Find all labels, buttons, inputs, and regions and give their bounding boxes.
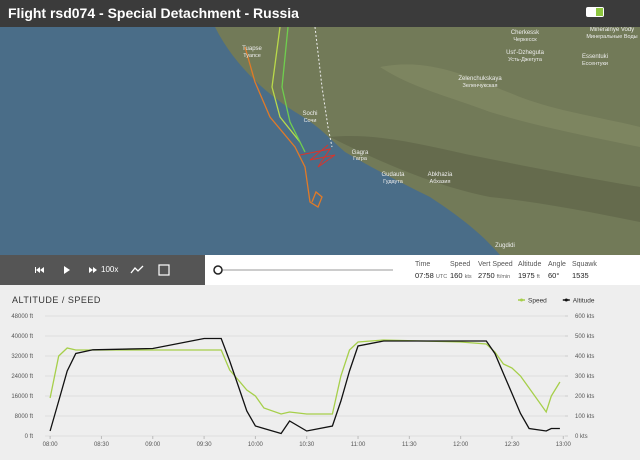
flight-stats: Time 07:58 UTC Speed 160 kts Vert Speed 2750 … [400, 255, 640, 285]
y2-tick-label: 0 kts [575, 434, 588, 440]
stat-label: Time [415, 261, 431, 268]
map-label: Черкесск [513, 37, 537, 43]
map-label: Gudauta [381, 172, 405, 178]
map-label: Abkhazia [428, 172, 453, 178]
x-tick-label: 13:00 [556, 442, 572, 448]
y-tick-label: 40000 ft [11, 334, 33, 340]
stat-label: Squawk [572, 261, 597, 268]
stat-value: 160 kts [450, 271, 472, 280]
map-label: Абхазия [430, 179, 451, 185]
x-tick-label: 10:30 [299, 442, 315, 448]
y2-tick-label: 200 kts [575, 394, 594, 400]
x-tick-label: 11:30 [402, 442, 417, 448]
control-icons [35, 264, 170, 276]
map-label: Tuapse [242, 46, 262, 52]
legend-dot [520, 298, 523, 302]
series-line [49, 339, 561, 415]
stat: Squawk 1535 [572, 261, 597, 280]
page-title: Flight rsd074 - Special Detachment - Rus… [8, 5, 299, 21]
y2-tick-label: 300 kts [575, 374, 594, 380]
map-label: Сочи [304, 118, 317, 124]
map-label: Gagra [352, 150, 369, 156]
stat: Altitude 1975 ft [518, 261, 541, 280]
map-label: Туапсе [243, 53, 261, 59]
x-tick-label: 09:30 [197, 442, 213, 448]
stat-unit: UTC [435, 274, 448, 280]
fast-forward-button[interactable] [89, 267, 97, 273]
timeline-slider[interactable] [205, 255, 400, 285]
stat-unit: ft [536, 274, 540, 280]
y-tick-label: 16000 ft [11, 394, 33, 400]
legend-dot [564, 298, 568, 302]
stat: Time 07:58 UTC [415, 261, 447, 280]
toggle[interactable] [585, 5, 607, 19]
y-tick-label: 48000 ft [11, 314, 33, 320]
fullscreen-button[interactable] [158, 264, 170, 276]
y-tick-label: 8000 ft [15, 414, 34, 420]
header: Flight rsd074 - Special Detachment - Rus… [0, 0, 640, 27]
y2-tick-label: 400 kts [575, 354, 594, 360]
stat-label: Vert Speed [478, 261, 513, 268]
map-label: Зеленчукская [463, 83, 498, 89]
stat-value: 1975 ft [518, 271, 540, 280]
series-line [49, 337, 560, 435]
stat-unit: kts [464, 274, 472, 280]
x-tick-label: 11:00 [351, 442, 366, 448]
stat-label: Altitude [518, 261, 542, 268]
legend-label: Altitude [573, 298, 595, 305]
map-label: Zelenchukskaya [458, 76, 502, 82]
chart-title: ALTITUDE / SPEED [12, 295, 101, 305]
map-label: Ust'-Dzheguta [506, 50, 544, 56]
stat-unit: ft/min [496, 274, 511, 280]
stat-value: 2750 ft/min [478, 271, 511, 280]
map-label: Essentuki [582, 54, 608, 60]
map-label: Cherkessk [511, 30, 540, 36]
rewind-button[interactable] [35, 267, 44, 273]
playback-speed[interactable]: 100x [101, 265, 119, 274]
stat-value: 1535 [572, 271, 589, 280]
stat: Speed 160 kts [450, 261, 472, 280]
stat-label: Angle [548, 261, 566, 268]
x-tick-label: 08:00 [43, 442, 59, 448]
x-tick-label: 08:30 [94, 442, 110, 448]
chart-toggle[interactable] [130, 265, 144, 274]
stat-value: 07:58 UTC [415, 271, 448, 280]
x-tick-label: 12:30 [504, 442, 520, 448]
play-button[interactable] [64, 266, 70, 274]
map-label: Минеральные Воды [586, 34, 637, 40]
map-label: Zugdidi [495, 243, 515, 249]
playback-controls: 100x [0, 255, 205, 285]
y2-tick-label: 100 kts [575, 414, 594, 420]
altitude-speed-chart: ALTITUDE / SPEED 0 ft 8000 ft 16000 ft 2400… [0, 285, 640, 460]
y-tick-label: 0 ft [25, 434, 34, 440]
x-tick-label: 12:00 [453, 442, 469, 448]
y2-tick-label: 600 kts [575, 314, 594, 320]
legend-label: Speed [528, 298, 547, 305]
y-tick-label: 32000 ft [11, 354, 33, 360]
stat: Angle 60° [548, 261, 566, 280]
stat-label: Speed [450, 261, 471, 268]
map-label: Гудаута [383, 179, 404, 185]
map-label: Гагра [353, 156, 368, 162]
x-tick-label: 09:00 [145, 442, 161, 448]
stat: Vert Speed 2750 ft/min [478, 261, 513, 280]
stat-value: 60° [548, 271, 560, 280]
map-label: Усть-Джегута [508, 57, 543, 63]
y2-tick-label: 500 kts [575, 334, 594, 340]
map-label: Sochi [302, 111, 317, 117]
map-label: Ессентуки [582, 61, 608, 67]
y-tick-label: 24000 ft [11, 374, 33, 380]
x-tick-label: 10:00 [248, 442, 264, 448]
map-label: Mineralnye Vody [590, 27, 634, 33]
